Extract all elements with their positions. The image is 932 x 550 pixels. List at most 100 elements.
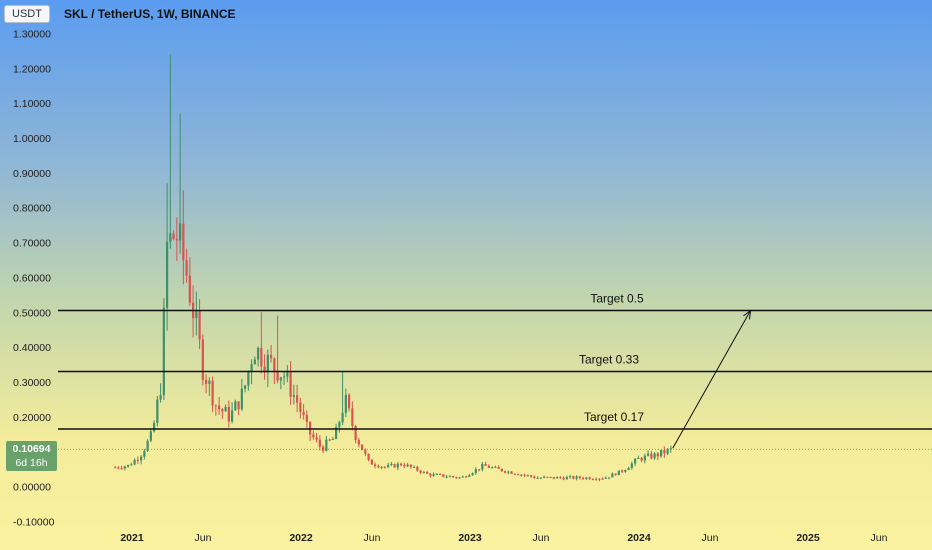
x-axis: 2021 Jun 2022 Jun 2023 Jun 2024 Jun 2025 Jun bbox=[120, 532, 887, 544]
candle-body bbox=[221, 409, 224, 412]
candle-body bbox=[526, 475, 529, 477]
candle-body bbox=[569, 476, 572, 478]
candle-body bbox=[448, 476, 451, 478]
candle-body bbox=[643, 455, 646, 461]
candle-body bbox=[344, 394, 347, 413]
candle-body bbox=[647, 453, 650, 456]
x-tick-label: Jun bbox=[533, 532, 550, 544]
candle-body bbox=[627, 467, 630, 471]
candle-body bbox=[172, 233, 175, 239]
candle-body bbox=[614, 473, 617, 476]
candle-body bbox=[175, 238, 178, 241]
candle-body bbox=[244, 385, 247, 389]
candle-body bbox=[198, 310, 201, 340]
candle-body bbox=[383, 466, 386, 468]
candle-body bbox=[328, 439, 331, 441]
y-tick-label: 0.60000 bbox=[13, 272, 51, 284]
y-tick-label: 0.40000 bbox=[13, 342, 51, 354]
candle-body bbox=[621, 470, 624, 472]
projection-arrowhead bbox=[743, 309, 752, 320]
y-tick-label: 1.30000 bbox=[13, 28, 51, 40]
candle-body bbox=[130, 464, 133, 466]
candle-body bbox=[377, 465, 380, 468]
candle-body bbox=[478, 469, 481, 471]
candle-body bbox=[572, 476, 575, 479]
x-tick-label: 2023 bbox=[458, 532, 482, 544]
candle-body bbox=[640, 458, 643, 461]
candle-body bbox=[601, 478, 604, 480]
y-tick-label: -0.10000 bbox=[13, 516, 55, 528]
candle-body bbox=[416, 466, 419, 471]
x-tick-label: Jun bbox=[871, 532, 888, 544]
candle-body bbox=[354, 425, 357, 441]
candle-body bbox=[348, 394, 351, 409]
candle-body bbox=[403, 465, 406, 467]
candle-body bbox=[387, 465, 390, 468]
candle-body bbox=[253, 359, 256, 365]
y-axis: 1.30000 1.20000 1.10000 1.00000 0.90000 0.800… bbox=[13, 28, 55, 528]
candle-body bbox=[250, 364, 253, 372]
candle-body bbox=[461, 476, 464, 478]
candle-body bbox=[370, 459, 373, 465]
candle-body bbox=[432, 474, 435, 476]
candle-body bbox=[422, 471, 425, 473]
x-tick-label: 2022 bbox=[289, 532, 313, 544]
candle-body bbox=[367, 453, 370, 460]
candle-body bbox=[588, 477, 591, 480]
projection-arrow[interactable] bbox=[672, 309, 752, 449]
candle-body bbox=[234, 401, 237, 411]
projection-line bbox=[672, 310, 751, 449]
y-tick-label: 0.20000 bbox=[13, 412, 51, 424]
y-tick-label: 1.00000 bbox=[13, 133, 51, 145]
candle-body bbox=[263, 366, 266, 373]
x-tick-label: 2021 bbox=[120, 532, 144, 544]
currency-button[interactable]: USDT bbox=[4, 5, 50, 23]
candle-body bbox=[660, 449, 663, 457]
y-tick-label: 0.30000 bbox=[13, 377, 51, 389]
candle-body bbox=[162, 307, 165, 396]
candle-body bbox=[595, 479, 598, 481]
candle-body bbox=[591, 479, 594, 481]
candle-body bbox=[331, 438, 334, 440]
candle-body bbox=[396, 463, 399, 468]
candle-body bbox=[419, 470, 422, 473]
last-price-tag: 0.10694 6d 16h bbox=[6, 441, 57, 471]
candle-body bbox=[445, 476, 448, 478]
candle-body bbox=[153, 422, 156, 432]
candle-body bbox=[143, 450, 146, 457]
candle-body bbox=[322, 446, 325, 451]
candle-body bbox=[575, 476, 578, 479]
candle-body bbox=[578, 476, 581, 479]
candle-body bbox=[136, 459, 139, 461]
candle-body bbox=[114, 467, 117, 469]
candle-body bbox=[435, 474, 438, 476]
candle-body bbox=[201, 339, 204, 380]
candle-body bbox=[338, 422, 341, 428]
candle-body bbox=[442, 474, 445, 477]
target-label: Target 0.17 bbox=[584, 410, 644, 424]
bar-countdown: 6d 16h bbox=[15, 457, 48, 469]
candle-body bbox=[374, 464, 377, 466]
candle-body bbox=[637, 458, 640, 460]
candle-body bbox=[325, 439, 328, 451]
y-tick-label: 0.90000 bbox=[13, 168, 51, 180]
y-tick-label: 1.10000 bbox=[13, 98, 51, 110]
candle-body bbox=[663, 449, 666, 454]
candle-body bbox=[305, 414, 308, 422]
candle-body bbox=[439, 474, 442, 476]
candle-body bbox=[471, 473, 474, 476]
candle-body bbox=[357, 440, 360, 445]
candle-body bbox=[312, 434, 315, 438]
candle-body bbox=[598, 478, 601, 480]
candle-body bbox=[562, 477, 565, 480]
candle-body bbox=[276, 370, 279, 381]
candle-body bbox=[429, 473, 432, 476]
candle-body bbox=[390, 464, 393, 466]
target-lines[interactable]: Target 0.5 Target 0.33 Target 0.17 bbox=[58, 292, 932, 430]
candle-body bbox=[491, 467, 494, 469]
candle-body bbox=[341, 412, 344, 423]
candle-body bbox=[617, 470, 620, 476]
candle-body bbox=[127, 464, 130, 467]
